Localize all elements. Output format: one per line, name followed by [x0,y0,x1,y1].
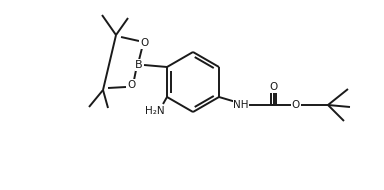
Text: B: B [135,60,143,70]
Text: NH: NH [233,100,249,110]
Text: O: O [270,82,278,92]
Text: H₂N: H₂N [145,106,165,116]
Text: O: O [292,100,300,110]
Text: O: O [127,80,135,90]
Text: O: O [140,38,148,48]
